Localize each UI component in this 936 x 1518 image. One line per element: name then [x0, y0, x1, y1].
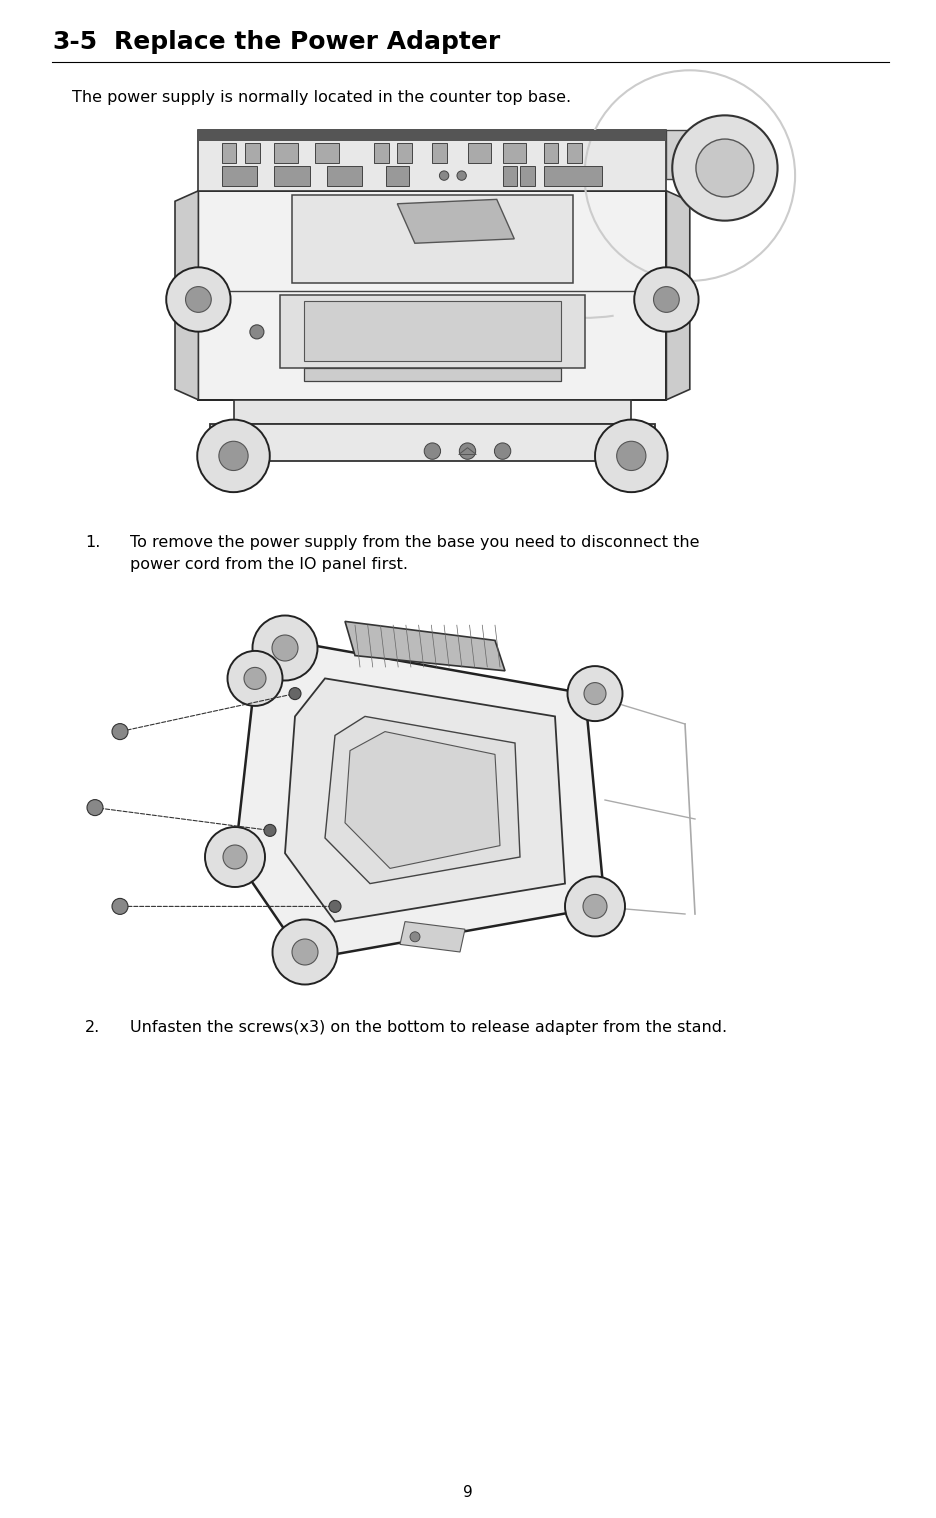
Text: power cord from the IO panel first.: power cord from the IO panel first. — [130, 557, 408, 572]
Circle shape — [112, 899, 128, 914]
Bar — [666, 131, 713, 179]
Circle shape — [185, 287, 212, 313]
Bar — [386, 167, 409, 185]
Circle shape — [223, 846, 247, 868]
Polygon shape — [345, 732, 500, 868]
Circle shape — [197, 419, 270, 492]
Text: To remove the power supply from the base you need to disconnect the: To remove the power supply from the base… — [130, 534, 699, 550]
Circle shape — [250, 325, 264, 339]
Bar — [397, 143, 412, 162]
Circle shape — [567, 666, 622, 721]
Bar — [198, 131, 666, 141]
Bar — [222, 167, 256, 185]
Circle shape — [696, 140, 753, 197]
Circle shape — [167, 267, 230, 331]
Bar — [210, 424, 654, 461]
Circle shape — [253, 615, 317, 680]
Circle shape — [457, 172, 466, 181]
Bar — [467, 143, 490, 162]
Text: 3-5: 3-5 — [52, 30, 97, 55]
Circle shape — [460, 443, 475, 460]
Text: Unfasten the screws(x3) on the bottom to release adapter from the stand.: Unfasten the screws(x3) on the bottom to… — [130, 1020, 727, 1035]
Bar — [245, 143, 260, 162]
Circle shape — [219, 442, 248, 471]
Circle shape — [272, 635, 298, 660]
Bar — [544, 167, 602, 185]
Text: 2.: 2. — [85, 1020, 100, 1035]
Bar — [503, 143, 526, 162]
Polygon shape — [345, 621, 505, 671]
Circle shape — [424, 443, 441, 460]
Bar — [274, 167, 310, 185]
Bar — [567, 143, 581, 162]
Circle shape — [272, 920, 338, 985]
Text: Replace the Power Adapter: Replace the Power Adapter — [114, 30, 500, 55]
Text: 1.: 1. — [85, 534, 100, 550]
Bar — [503, 167, 518, 185]
Polygon shape — [459, 448, 476, 454]
Circle shape — [227, 651, 283, 706]
Circle shape — [653, 287, 680, 313]
Polygon shape — [235, 641, 605, 959]
Polygon shape — [666, 191, 690, 399]
Circle shape — [244, 668, 266, 689]
Bar — [303, 369, 561, 381]
Circle shape — [494, 443, 511, 460]
Bar — [222, 143, 237, 162]
Circle shape — [292, 940, 318, 965]
Bar — [432, 143, 447, 162]
Circle shape — [584, 683, 606, 704]
Bar — [327, 167, 362, 185]
Circle shape — [583, 894, 607, 918]
Polygon shape — [325, 716, 520, 883]
Bar — [373, 143, 388, 162]
Circle shape — [87, 800, 103, 815]
Circle shape — [112, 724, 128, 739]
Circle shape — [205, 827, 265, 887]
Polygon shape — [285, 679, 565, 921]
Bar — [292, 194, 573, 282]
Bar — [520, 167, 534, 185]
Circle shape — [329, 900, 341, 912]
Bar — [315, 143, 339, 162]
Bar — [198, 191, 666, 399]
Polygon shape — [175, 191, 198, 399]
Bar — [198, 131, 666, 191]
Circle shape — [410, 932, 420, 941]
Bar — [303, 301, 561, 361]
Bar — [274, 143, 298, 162]
Circle shape — [672, 115, 778, 220]
Circle shape — [289, 688, 301, 700]
Circle shape — [617, 442, 646, 471]
Bar — [544, 143, 558, 162]
Circle shape — [595, 419, 667, 492]
Polygon shape — [397, 199, 514, 243]
Circle shape — [565, 876, 625, 937]
Text: The power supply is normally located in the counter top base.: The power supply is normally located in … — [72, 90, 571, 105]
Bar — [233, 399, 631, 424]
Bar — [280, 296, 584, 369]
Polygon shape — [400, 921, 465, 952]
Text: 9: 9 — [463, 1485, 473, 1500]
Circle shape — [439, 172, 448, 181]
Circle shape — [635, 267, 698, 331]
Circle shape — [264, 824, 276, 836]
